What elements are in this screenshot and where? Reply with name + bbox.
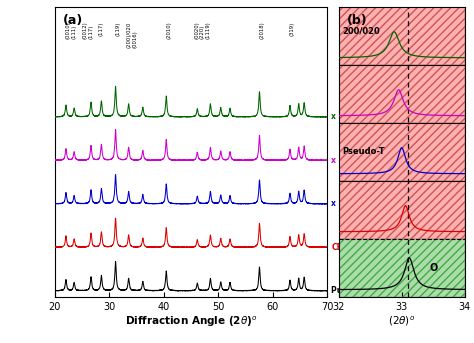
Text: Pseudo-T: Pseudo-T [342, 147, 385, 156]
Text: (200)/020
(0016): (200)/020 (0016) [127, 21, 137, 48]
X-axis label: $(2\theta)^o$: $(2\theta)^o$ [388, 314, 415, 328]
Text: (0020)
(220)
(1119): (0020) (220) (1119) [194, 21, 210, 39]
Bar [339, 65, 465, 123]
Bar [339, 181, 465, 239]
Bar [339, 239, 465, 297]
Bar [339, 7, 465, 65]
Text: O: O [430, 263, 438, 273]
Text: CBTNF: CBTNF [331, 243, 360, 252]
Text: x = 0.20: x = 0.20 [331, 112, 366, 121]
X-axis label: Diffraction Angle (2$\theta$)$^o$: Diffraction Angle (2$\theta$)$^o$ [125, 314, 257, 329]
Text: (0010)
(111): (0010) (111) [66, 21, 77, 39]
Bar [339, 65, 465, 123]
Text: Pure CBT: Pure CBT [331, 286, 371, 295]
Text: (a): (a) [63, 14, 83, 27]
Text: (0012)
(117): (0012) (117) [83, 21, 94, 39]
Text: (b): (b) [346, 14, 367, 27]
Text: (119): (119) [116, 21, 120, 36]
Text: (2010): (2010) [166, 21, 171, 39]
Text: x = 0.15: x = 0.15 [331, 156, 366, 165]
Text: x = 0.10: x = 0.10 [331, 199, 366, 208]
Bar [339, 123, 465, 181]
Text: 200/020: 200/020 [342, 27, 380, 36]
Text: (319): (319) [290, 21, 295, 36]
Bar [339, 181, 465, 239]
Text: (117): (117) [98, 21, 103, 36]
Text: (2018): (2018) [259, 21, 264, 39]
Bar [339, 123, 465, 181]
Bar [339, 7, 465, 65]
Bar [339, 239, 465, 297]
